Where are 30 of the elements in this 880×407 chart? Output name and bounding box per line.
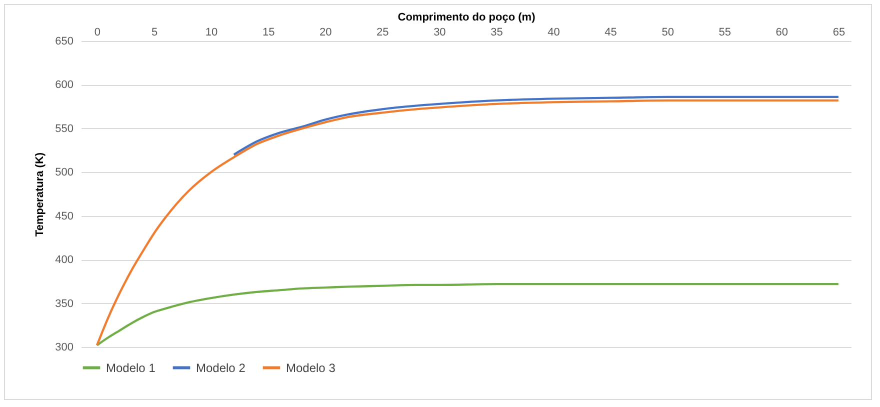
x-tick-label: 50 [662, 26, 674, 38]
x-tick-label: 5 [151, 26, 158, 38]
x-tick-label: 45 [604, 26, 617, 38]
x-tick-label: 30 [434, 26, 446, 38]
line-series [96, 282, 840, 346]
legend-label: Modelo 2 [196, 360, 246, 375]
x-tick-label: 40 [548, 26, 560, 38]
x-tick-label: 20 [319, 26, 332, 38]
y-tick-label: 600 [55, 79, 74, 92]
y-tick-label: 450 [55, 210, 74, 222]
y-tick-label: 550 [55, 122, 74, 135]
x-tick-label: 35 [490, 26, 503, 38]
legend-label: Modelo 1 [106, 360, 156, 375]
x-tick-label: 25 [376, 26, 389, 38]
line-series [232, 96, 840, 156]
x-tick-label: 55 [718, 26, 732, 38]
y-tick-label: 300 [55, 342, 74, 354]
y-axis-title: Temperatura (K) [34, 152, 46, 237]
y-tick-label: 400 [55, 254, 74, 266]
x-tick-label: 15 [262, 26, 275, 38]
y-tick-label: 350 [55, 298, 74, 310]
y-tick-label: 500 [55, 166, 74, 179]
x-tick-label: 65 [832, 26, 846, 38]
legend-label: Modelo 3 [286, 360, 336, 375]
x-tick-label: 10 [205, 26, 218, 38]
x-tick-label: 0 [94, 26, 101, 38]
line-series [96, 99, 840, 346]
x-axis-title: Comprimento do poço (m) [398, 12, 536, 24]
x-tick-label: 60 [776, 26, 788, 38]
y-tick-label: 650 [55, 36, 74, 48]
